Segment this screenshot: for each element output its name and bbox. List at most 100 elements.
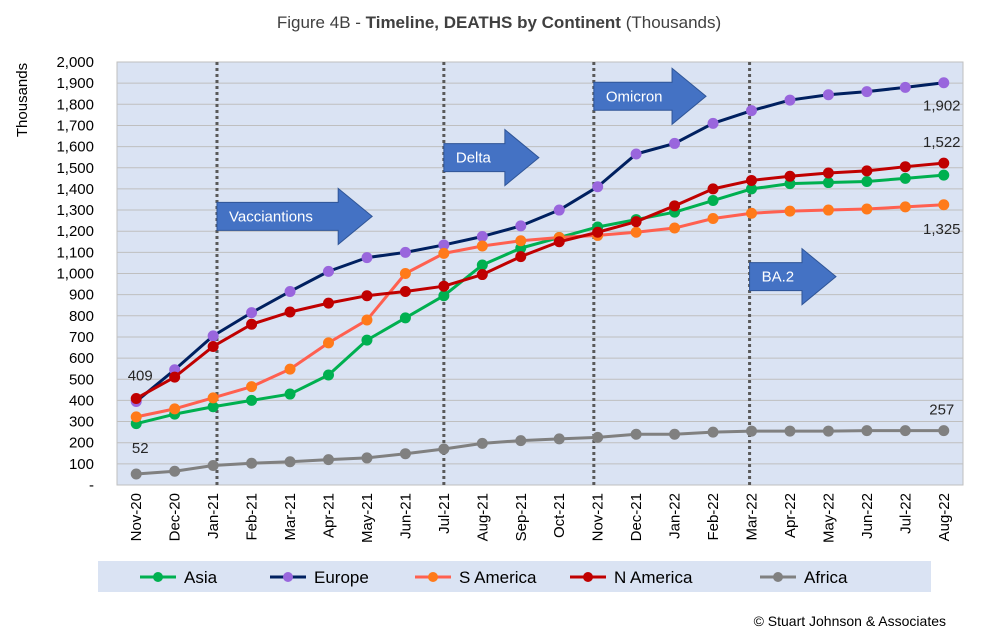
y-tick-label: 1,000 <box>56 266 94 283</box>
data-point <box>130 392 142 404</box>
event-arrow: BA.2 <box>749 247 837 306</box>
y-tick-label: - <box>89 477 94 494</box>
data-point <box>207 330 219 342</box>
data-point <box>515 251 527 263</box>
data-point <box>592 226 604 238</box>
event-label: BA.2 <box>762 269 795 286</box>
legend-item: Africa <box>760 568 848 587</box>
y-tick-label: 1,800 <box>56 96 94 113</box>
data-point <box>669 137 681 149</box>
data-point <box>822 425 834 437</box>
data-point <box>630 148 642 160</box>
y-axis-label: Thousands <box>14 63 31 137</box>
data-point <box>130 468 142 480</box>
x-tick-label: May-22 <box>820 493 837 543</box>
data-point <box>784 170 796 182</box>
y-tick-label: 1,400 <box>56 181 94 198</box>
data-point <box>361 314 373 326</box>
data-point <box>284 285 296 297</box>
x-tick-label: Jan-22 <box>667 493 684 539</box>
data-point <box>707 213 719 225</box>
data-point <box>746 105 757 117</box>
data-point <box>476 259 488 271</box>
x-tick-label: Sep-21 <box>513 493 530 541</box>
data-labels: 409 52 1,902 1,522 1,325 257 <box>128 98 961 457</box>
data-point <box>399 285 411 297</box>
data-point <box>323 337 334 349</box>
data-point <box>861 203 873 215</box>
x-tick-label: Jan-21 <box>205 493 222 539</box>
data-point <box>476 230 488 242</box>
data-point <box>323 369 334 381</box>
data-point <box>707 117 719 129</box>
y-tick-label: 200 <box>69 435 94 452</box>
x-tick-label: Apr-21 <box>321 493 338 538</box>
data-point <box>553 433 565 445</box>
data-point <box>669 200 681 212</box>
data-point <box>669 428 681 440</box>
x-tick-label: Aug-21 <box>474 493 491 541</box>
series-n-america <box>130 157 950 404</box>
chart-title: Figure 4B - Timeline, DEATHS by Continen… <box>277 13 721 32</box>
data-point <box>822 167 834 179</box>
data-point <box>323 265 334 277</box>
data-point <box>784 94 796 106</box>
x-tick-label: Mar-21 <box>282 493 299 541</box>
data-point <box>323 454 334 466</box>
data-point <box>899 172 911 184</box>
arrow-shape <box>593 67 707 126</box>
data-point <box>207 340 219 352</box>
data-point <box>246 318 258 330</box>
data-label: 1,325 <box>923 221 961 238</box>
legend-marker <box>583 572 593 582</box>
series-europe <box>130 77 950 407</box>
data-point <box>784 205 796 217</box>
y-tick-label: 1,700 <box>56 117 94 134</box>
y-tick-label: 300 <box>69 414 94 431</box>
event-arrow: Omicron <box>593 67 707 126</box>
arrow-shape <box>216 187 373 246</box>
data-label: 409 <box>128 367 153 384</box>
data-point <box>284 363 296 375</box>
series-line <box>135 81 944 403</box>
legend: Asia Europe S America N America Africa <box>140 568 848 587</box>
series-africa <box>130 425 950 480</box>
series-line <box>135 161 944 400</box>
x-tick-label: Mar-22 <box>744 493 761 541</box>
x-axis-ticks: Nov-20 Dec-20 Jan-21 Feb-21 Mar-21 Apr-21 May-… <box>128 493 953 543</box>
chart-title-suffix: (Thousands) <box>621 13 721 32</box>
data-point <box>284 456 296 468</box>
data-point <box>938 425 950 437</box>
x-tick-label: Jun-22 <box>859 493 876 539</box>
event-arrow: Delta <box>443 128 540 187</box>
event-label: Delta <box>456 150 492 167</box>
y-tick-label: 1,500 <box>56 160 94 177</box>
y-tick-label: 700 <box>69 329 94 346</box>
data-point <box>399 448 411 460</box>
data-point <box>361 452 373 464</box>
data-label: 1,902 <box>923 98 961 115</box>
data-point <box>476 240 488 252</box>
x-tick-label: Jul-22 <box>897 493 914 534</box>
data-point <box>207 392 219 404</box>
data-point <box>515 220 527 232</box>
data-point <box>861 86 873 98</box>
data-point <box>476 269 488 281</box>
data-point <box>938 157 950 169</box>
data-point <box>630 216 642 228</box>
data-point <box>361 252 373 264</box>
data-point <box>746 174 757 186</box>
series-line <box>136 429 944 476</box>
legend-item: Europe <box>270 568 369 587</box>
arrow-shape <box>443 128 540 187</box>
data-point <box>476 437 488 449</box>
data-point <box>899 425 911 437</box>
data-point <box>592 181 604 193</box>
y-tick-label: 100 <box>69 456 94 473</box>
y-tick-label: 1,300 <box>56 202 94 219</box>
data-point <box>515 235 527 247</box>
y-tick-label: 500 <box>69 371 94 388</box>
data-point <box>169 371 181 383</box>
data-point <box>938 199 950 211</box>
x-tick-label: Feb-21 <box>244 493 261 541</box>
